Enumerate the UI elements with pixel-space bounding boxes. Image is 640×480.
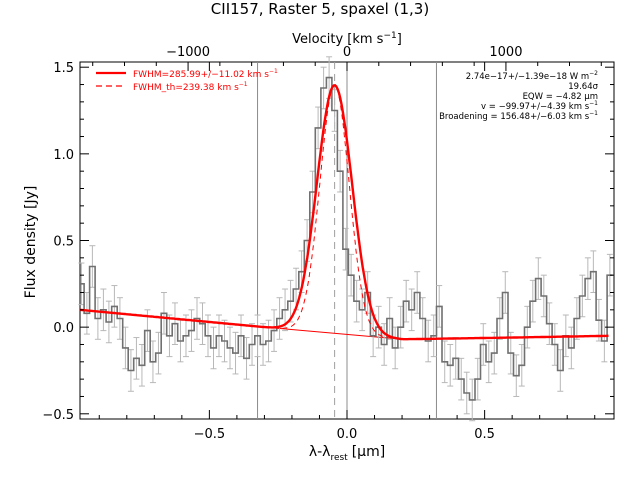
y-tick-label: −0.5 — [42, 408, 74, 423]
top-tick-label: −1000 — [166, 45, 210, 60]
x-tick-label: 0.0 — [337, 427, 358, 442]
fit-curves — [79, 84, 609, 341]
annotation-text: v = −99.97+/−4.39 km s−1 — [481, 100, 598, 112]
histogram-path — [80, 76, 613, 401]
x-tick-label: 0.5 — [474, 427, 495, 442]
legend: FWHM=285.99+/−11.02 km s−1FWHM_th=239.38… — [96, 68, 278, 93]
y-tick-label: 1.0 — [53, 148, 74, 163]
x-axis: −0.5 0.0 0.5 — [98, 62, 596, 442]
annotation-text: EQW = −4.82 μm — [523, 92, 598, 102]
top-tick-label: 0 — [343, 45, 351, 60]
y-tick-label: 0.5 — [53, 235, 74, 250]
y-tick-label: 0.0 — [53, 321, 74, 336]
top-axis: −1000 0 1000 — [92, 45, 602, 71]
data-histogram — [80, 76, 613, 401]
annotation-text: 2.74e−17+/−1.39e−18 W m−2 — [466, 70, 598, 82]
y-axis: −0.5 0.0 0.5 1.0 1.5 — [42, 61, 614, 423]
x-axis-label: λ-λrest [μm] — [309, 444, 385, 463]
vertical-guides — [257, 62, 437, 419]
legend-label: FWHM_th=239.38 km s−1 — [133, 81, 248, 93]
y-tick-label: 1.5 — [53, 61, 74, 76]
fit-curve-dashed — [264, 84, 403, 340]
legend-label: FWHM=285.99+/−11.02 km s−1 — [133, 68, 278, 80]
top-tick-label: 1000 — [489, 45, 522, 60]
y-axis-label: Flux density [Jy] — [23, 186, 39, 299]
top-axis-label: Velocity [km s−1] — [292, 31, 402, 47]
chart-title: CII157, Raster 5, spaxel (1,3) — [211, 0, 429, 18]
annotation-text: Broadening = 156.48+/−6.03 km s−1 — [439, 110, 598, 122]
fit-curve-solid — [79, 84, 609, 341]
x-tick-label: −0.5 — [194, 427, 226, 442]
annotation-text: 19.64σ — [568, 82, 598, 92]
